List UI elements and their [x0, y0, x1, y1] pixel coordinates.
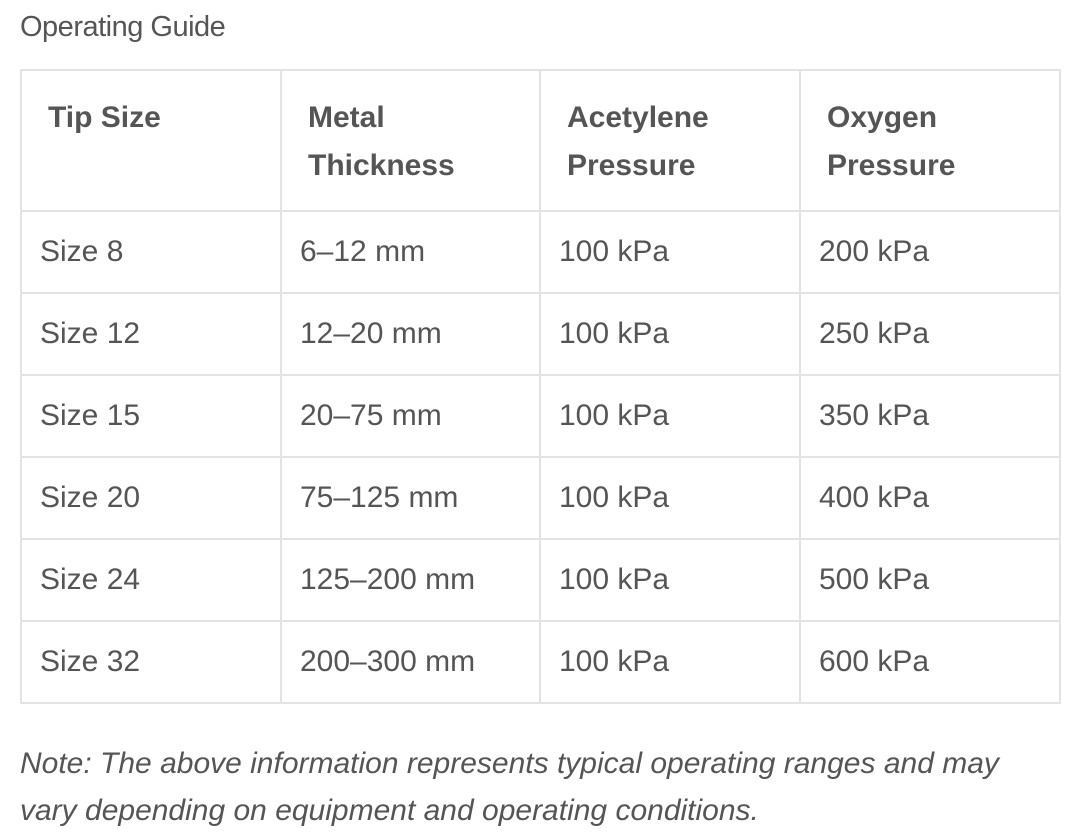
table-cell: Size 12 — [20, 292, 282, 376]
header-row: Tip Size Metal Thickness Acetylene Pressur… — [20, 69, 1061, 212]
table-row: Size 12 12–20 mm 100 kPa 250 kPa — [20, 292, 1061, 376]
table-row: Size 15 20–75 mm 100 kPa 350 kPa — [20, 374, 1061, 458]
table-cell: 350 kPa — [799, 374, 1061, 458]
table-cell: Size 24 — [20, 538, 282, 622]
table-cell: 6–12 mm — [280, 210, 541, 294]
table-cell: 12–20 mm — [280, 292, 541, 376]
header-cell: Tip Size — [20, 69, 282, 212]
header-cell: Acetylene Pressure — [539, 69, 801, 212]
table-cell: 100 kPa — [539, 456, 801, 540]
table-cell: 100 kPa — [539, 538, 801, 622]
table-cell: Size 32 — [20, 620, 282, 704]
table-cell: 20–75 mm — [280, 374, 541, 458]
table-row: Size 32 200–300 mm 100 kPa 600 kPa — [20, 620, 1061, 704]
table-cell: Size 8 — [20, 210, 282, 294]
table-body: Size 8 6–12 mm 100 kPa 200 kPa Size 12 12–20 … — [20, 210, 1061, 704]
header-cell: Metal Thickness — [280, 69, 541, 212]
header-cell: Oxygen Pressure — [799, 69, 1061, 212]
table: Tip Size Metal Thickness Acetylene Pressur… — [20, 69, 1061, 704]
title: Operating Guide — [20, 11, 226, 43]
table-cell: 200–300 mm — [280, 620, 541, 704]
table-cell: 100 kPa — [539, 292, 801, 376]
table-cell: 600 kPa — [799, 620, 1061, 704]
table-row: Size 8 6–12 mm 100 kPa 200 kPa — [20, 210, 1061, 294]
table-cell: 75–125 mm — [280, 456, 541, 540]
table-cell: 100 kPa — [539, 210, 801, 294]
table-cell: 100 kPa — [539, 374, 801, 458]
table-row: Size 24 125–200 mm 100 kPa 500 kPa — [20, 538, 1061, 622]
table-cell: 250 kPa — [799, 292, 1061, 376]
note: Note: The above information represents t… — [20, 747, 999, 827]
table-cell: 400 kPa — [799, 456, 1061, 540]
table-cell: 125–200 mm — [280, 538, 541, 622]
table-cell: Size 15 — [20, 374, 282, 458]
table-cell: Size 20 — [20, 456, 282, 540]
table-cell: 200 kPa — [799, 210, 1061, 294]
table-cell: 500 kPa — [799, 538, 1061, 622]
table-row: Size 20 75–125 mm 100 kPa 400 kPa — [20, 456, 1061, 540]
table-cell: 100 kPa — [539, 620, 801, 704]
